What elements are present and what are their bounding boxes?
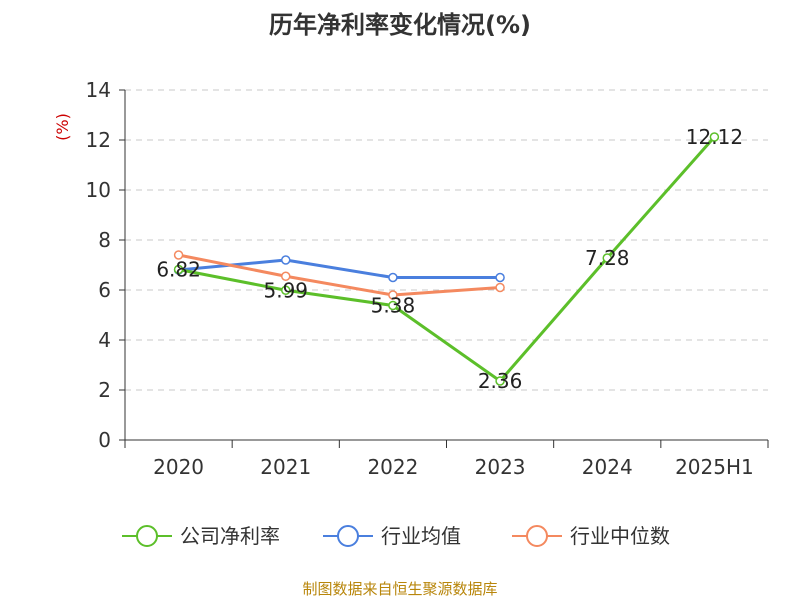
data-point bbox=[602, 253, 612, 263]
y-tick-label: 8 bbox=[98, 228, 111, 252]
y-unit-label: (%) bbox=[53, 113, 72, 141]
source-note: 制图数据来自恒生聚源数据库 bbox=[302, 580, 497, 598]
data-labels: 6.82 5.99 5.38 2.36 7.28 12.12 bbox=[156, 125, 743, 393]
data-point bbox=[495, 272, 505, 283]
data-label: 5.99 bbox=[263, 278, 308, 302]
data-point bbox=[495, 376, 505, 386]
legend-marker bbox=[526, 525, 548, 547]
data-point bbox=[709, 132, 720, 142]
series-line bbox=[178, 253, 501, 297]
data-label: 5.38 bbox=[371, 294, 416, 318]
y-tick-label: 4 bbox=[98, 328, 111, 352]
data-point bbox=[495, 282, 505, 293]
data-point bbox=[388, 272, 398, 283]
chart-title: 历年净利率变化情况(%) bbox=[269, 11, 531, 39]
series-line bbox=[178, 136, 716, 383]
series-group bbox=[173, 132, 720, 386]
legend-label: 行业中位数 bbox=[570, 524, 670, 548]
y-tick-label: 6 bbox=[98, 278, 111, 302]
legend-label: 公司净利率 bbox=[180, 524, 280, 548]
y-tick-label: 2 bbox=[98, 378, 111, 402]
y-tick-label: 12 bbox=[86, 128, 111, 152]
x-tick-label: 2021 bbox=[260, 455, 311, 479]
series-line bbox=[178, 258, 501, 279]
x-tick-label: 2022 bbox=[367, 455, 418, 479]
data-point bbox=[388, 300, 398, 311]
data-label: 2.36 bbox=[478, 369, 523, 393]
x-tick-label: 2023 bbox=[475, 455, 526, 479]
data-point bbox=[388, 290, 398, 300]
x-tick-label: 2020 bbox=[153, 455, 204, 479]
y-tick-label: 14 bbox=[86, 78, 111, 102]
data-point bbox=[173, 250, 184, 260]
data-point bbox=[281, 271, 291, 281]
data-point bbox=[281, 255, 291, 265]
legend-marker bbox=[337, 525, 359, 547]
data-label: 12.12 bbox=[686, 125, 743, 149]
data-point bbox=[281, 285, 291, 295]
data-label: 6.82 bbox=[156, 258, 201, 282]
legend: 公司净利率 行业均值 行业中位数 bbox=[122, 524, 670, 548]
y-tick-label: 0 bbox=[98, 428, 111, 452]
x-tick-label: 2024 bbox=[582, 455, 633, 479]
y-tick-label: 10 bbox=[86, 178, 111, 202]
x-tick-label: 2025H1 bbox=[675, 455, 754, 479]
data-point bbox=[173, 264, 184, 275]
legend-label: 行业均值 bbox=[381, 524, 461, 548]
axes: 0 2 4 6 8 10 12 14 2020 2021 2022 2023 2024 2025H1 bbox=[86, 78, 769, 479]
legend-marker bbox=[136, 525, 158, 547]
data-label: 7.28 bbox=[585, 246, 630, 270]
